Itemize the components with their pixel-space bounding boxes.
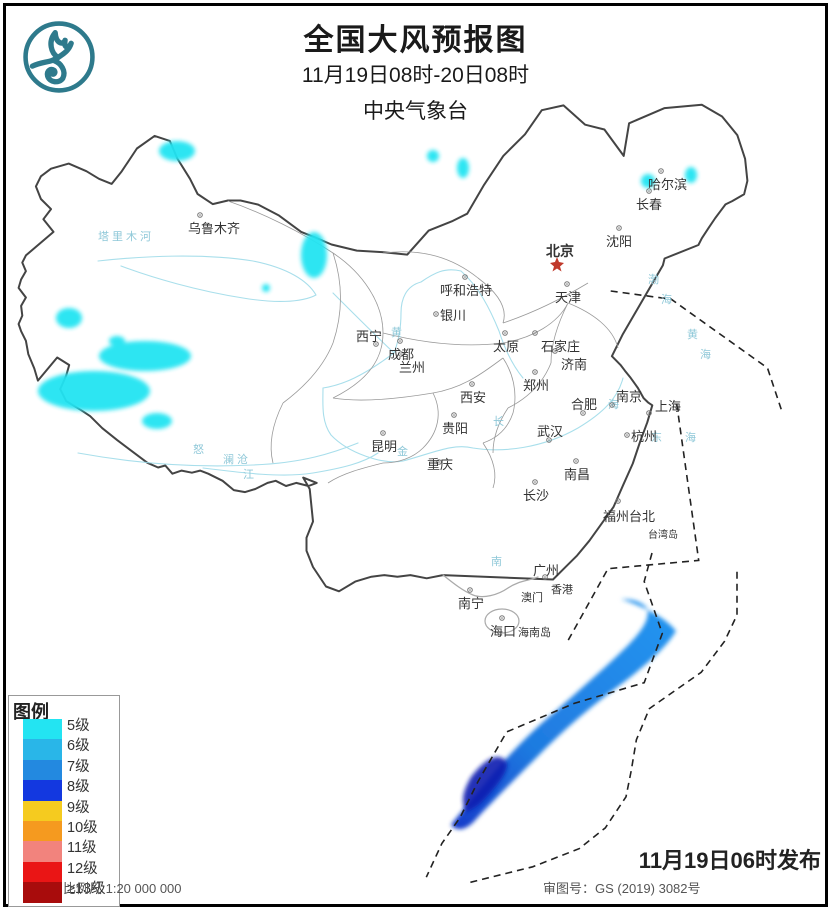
svg-text:西宁: 西宁 xyxy=(356,329,382,344)
svg-text:呼和浩特: 呼和浩特 xyxy=(440,283,492,298)
svg-text:香港: 香港 xyxy=(551,583,573,596)
svg-text:海口: 海口 xyxy=(490,624,516,639)
svg-text:海: 海 xyxy=(685,430,699,444)
svg-text:郑州: 郑州 xyxy=(523,378,549,393)
svg-text:银川: 银川 xyxy=(440,308,466,323)
svg-text:天津: 天津 xyxy=(555,290,581,305)
svg-text:江: 江 xyxy=(243,468,257,481)
svg-text:澜沧: 澜沧 xyxy=(223,452,251,466)
svg-text:南京: 南京 xyxy=(616,389,642,404)
svg-text:海: 海 xyxy=(700,347,714,361)
svg-text:合肥: 合肥 xyxy=(571,397,597,412)
svg-text:长沙: 长沙 xyxy=(523,488,549,503)
svg-text:福州台北: 福州台北 xyxy=(603,509,655,524)
svg-text:太原: 太原 xyxy=(493,339,519,354)
svg-text:南: 南 xyxy=(491,555,505,568)
svg-text:贵阳: 贵阳 xyxy=(442,421,468,436)
svg-text:海: 海 xyxy=(661,292,675,306)
svg-text:怒: 怒 xyxy=(193,442,207,456)
svg-text:台湾岛: 台湾岛 xyxy=(648,528,678,541)
svg-text:黄: 黄 xyxy=(391,325,405,339)
svg-text:北京: 北京 xyxy=(546,243,574,259)
svg-text:澳门: 澳门 xyxy=(521,590,543,604)
svg-text:武汉: 武汉 xyxy=(537,424,563,439)
svg-text:石家庄: 石家庄 xyxy=(541,339,580,354)
svg-text:兰州: 兰州 xyxy=(399,360,425,375)
svg-text:重庆: 重庆 xyxy=(427,457,453,472)
svg-text:渤: 渤 xyxy=(648,273,662,286)
svg-text:杭州: 杭州 xyxy=(631,429,657,444)
svg-text:沈阳: 沈阳 xyxy=(606,234,632,249)
svg-text:金: 金 xyxy=(397,444,411,458)
svg-text:长春: 长春 xyxy=(636,197,662,212)
svg-text:哈尔滨: 哈尔滨 xyxy=(648,177,687,192)
svg-text:昆明: 昆明 xyxy=(371,439,397,454)
svg-text:西安: 西安 xyxy=(460,390,486,405)
svg-text:广州: 广州 xyxy=(533,563,559,578)
svg-text:南昌: 南昌 xyxy=(564,467,590,482)
svg-text:上海: 上海 xyxy=(655,399,681,414)
svg-text:成都: 成都 xyxy=(388,347,414,362)
svg-text:乌鲁木齐: 乌鲁木齐 xyxy=(188,221,240,236)
svg-text:黄: 黄 xyxy=(687,327,701,341)
svg-text:济南: 济南 xyxy=(561,357,587,372)
svg-text:南宁: 南宁 xyxy=(458,596,484,611)
svg-text:长: 长 xyxy=(493,415,507,428)
svg-text:海南岛: 海南岛 xyxy=(518,625,551,639)
svg-text:塔里木河: 塔里木河 xyxy=(98,230,154,243)
